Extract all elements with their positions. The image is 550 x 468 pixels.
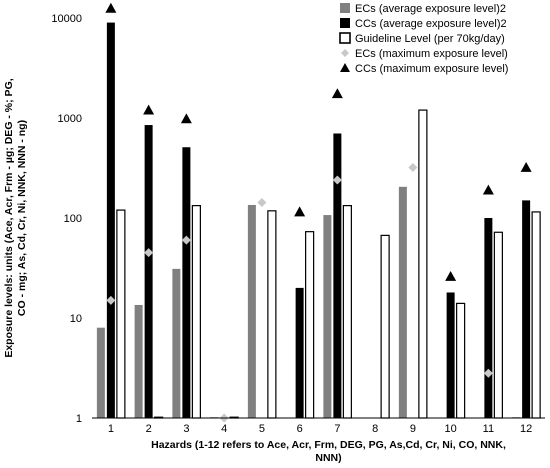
bar [247,204,256,418]
legend-label: ECs (maximum exposure level) [355,48,508,60]
triangle-marker [482,184,494,195]
x-axis-label-line: NNN) [315,452,341,464]
legend-swatch [340,18,350,28]
y-tick-label: 100 [64,213,82,225]
diamond-marker [144,248,154,258]
y-axis-label-line: Exposure levels: units (Ace, Acr, Frm - … [3,78,15,357]
bar [116,209,126,419]
bar [191,205,201,419]
triangle-marker [520,161,532,172]
legend-label: ECs (average exposure level)2 [355,3,506,15]
bar [323,215,332,418]
bar [295,287,304,418]
bar [172,268,181,418]
x-tick-label: 11 [483,423,494,435]
diamond-marker [106,295,116,305]
bar [380,234,390,419]
bar [96,327,105,418]
triangle-marker [105,2,117,13]
bar [484,218,493,418]
triangle-marker [445,271,457,281]
x-tick-label: 9 [410,423,416,435]
bar [398,186,407,418]
legend-swatch [341,49,349,57]
bar [305,231,315,419]
y-tick-label: 1000 [58,113,82,125]
y-axis-label: Exposure levels: units (Ace, Acr, Frm - … [3,78,28,357]
bar [531,211,541,419]
bar [418,109,428,419]
bar [106,22,115,419]
x-tick-label: 5 [259,423,265,435]
x-tick-label: 7 [334,423,340,435]
bar [134,304,143,418]
legend-swatch [340,63,350,72]
x-tick-label: 10 [445,423,457,435]
legend-swatch [339,32,351,44]
bar [456,302,466,419]
x-tick-label: 3 [183,423,189,435]
x-axis-ticks: 1 2 3 4 5 6 7 8 9 10 11 12 [108,423,532,435]
bar [267,210,277,419]
x-tick-label: 8 [372,423,378,435]
legend-label: Guideline Level (per 70kg/day) [355,33,505,45]
x-axis-label-line: Hazards (1-12 refers to Ace, Acr, Frm, D… [151,439,506,451]
diamond-marker [257,197,267,207]
x-tick-label: 4 [221,423,227,435]
diamond-marker [181,235,191,245]
bar [342,205,352,419]
diamond-marker [408,162,418,172]
triangle-marker [143,104,155,115]
legend-label: CCs (average exposure level)2 [355,18,507,30]
x-tick-label: 1 [108,423,114,435]
triangle-marker [331,88,343,99]
y-tick-label: 1 [76,413,82,425]
y-tick-label: 10 [70,313,82,325]
bar [446,292,455,418]
bar [333,133,342,419]
x-tick-label: 12 [520,423,532,435]
diamond-marker [483,368,493,378]
legend-swatch [340,3,350,13]
diamond-marker [332,175,342,185]
bars [96,22,541,419]
legend: ECs (average exposure level)2 CCs (averag… [339,3,508,75]
x-tick-label: 6 [297,423,303,435]
x-tick-label: 2 [146,423,152,435]
bar [522,200,531,418]
bar [493,231,503,419]
bar [182,147,191,418]
y-tick-label: 10000 [51,13,82,25]
y-axis-ticks: 1 10 100 1000 10000 [51,13,82,425]
y-axis-label-line: CO - mg; As, Cd, Cr, Ni, NNK, NNN - ng) [16,120,28,316]
markers [105,2,532,423]
triangle-marker [180,113,192,124]
triangle-marker [294,206,306,217]
bar [144,125,153,418]
legend-label: CCs (maximum exposure level) [355,63,508,75]
x-axis-label: Hazards (1-12 refers to Ace, Acr, Frm, D… [151,439,506,464]
